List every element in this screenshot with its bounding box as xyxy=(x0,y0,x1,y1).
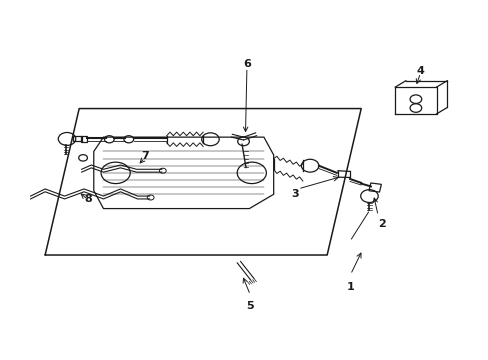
Text: 7: 7 xyxy=(141,152,148,161)
Bar xyxy=(73,136,81,141)
Text: 4: 4 xyxy=(416,66,424,76)
Text: 8: 8 xyxy=(84,194,92,204)
Text: 5: 5 xyxy=(246,301,254,311)
Text: 3: 3 xyxy=(291,189,299,199)
Bar xyxy=(81,136,87,142)
Text: 1: 1 xyxy=(346,282,354,292)
Bar xyxy=(368,183,381,192)
Text: 2: 2 xyxy=(377,219,385,229)
Text: 6: 6 xyxy=(243,59,250,68)
